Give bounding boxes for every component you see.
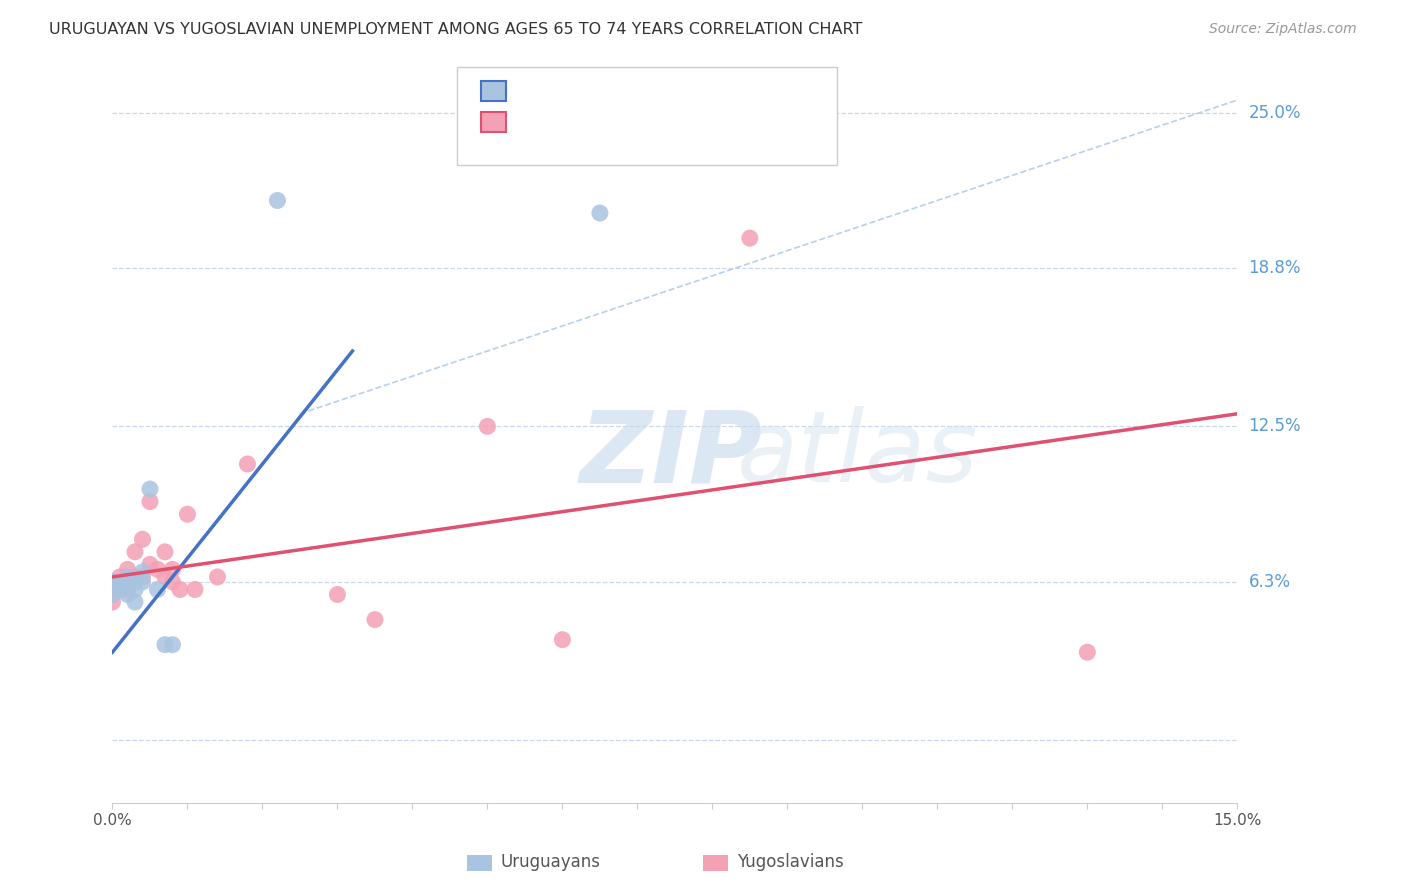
Point: [153, 570, 176, 584]
Point: [236, 457, 259, 471]
Point: [124, 574, 146, 589]
Point: [117, 587, 139, 601]
Text: 17: 17: [644, 82, 666, 100]
Point: [131, 574, 153, 589]
Text: Yugoslavians: Yugoslavians: [737, 853, 844, 871]
Text: URUGUAYAN VS YUGOSLAVIAN UNEMPLOYMENT AMONG AGES 65 TO 74 YEARS CORRELATION CHAR: URUGUAYAN VS YUGOSLAVIAN UNEMPLOYMENT AM…: [49, 22, 863, 37]
Point: [117, 562, 139, 576]
FancyBboxPatch shape: [467, 855, 492, 871]
Point: [101, 582, 124, 597]
Point: [117, 570, 139, 584]
Point: [477, 419, 499, 434]
Point: [101, 574, 124, 589]
Text: 29: 29: [644, 113, 668, 131]
Point: [101, 574, 124, 589]
Point: [162, 574, 184, 589]
Point: [153, 638, 176, 652]
Text: 0.561: 0.561: [548, 82, 600, 100]
Point: [124, 595, 146, 609]
Point: [131, 570, 153, 584]
Point: [364, 613, 387, 627]
Point: [139, 482, 162, 496]
Text: N =: N =: [612, 82, 648, 100]
Point: [139, 494, 162, 508]
Point: [153, 545, 176, 559]
Point: [162, 638, 184, 652]
Point: [139, 558, 162, 572]
Point: [1076, 645, 1098, 659]
Point: [108, 570, 131, 584]
Text: 0.392: 0.392: [548, 113, 602, 131]
Point: [738, 231, 761, 245]
Point: [162, 562, 184, 576]
Point: [589, 206, 612, 220]
Point: [131, 533, 153, 547]
Point: [146, 562, 169, 576]
Point: [108, 582, 131, 597]
Point: [108, 577, 131, 591]
Point: [124, 570, 146, 584]
Point: [124, 582, 146, 597]
Point: [169, 582, 191, 597]
Text: Uruguayans: Uruguayans: [501, 853, 600, 871]
Point: [146, 582, 169, 597]
Point: [184, 582, 207, 597]
Text: atlas: atlas: [737, 407, 979, 503]
Point: [101, 595, 124, 609]
Point: [117, 582, 139, 597]
Text: 18.8%: 18.8%: [1249, 260, 1301, 277]
Point: [266, 194, 288, 208]
Point: [101, 587, 124, 601]
Point: [108, 582, 131, 597]
Point: [326, 587, 349, 601]
Text: ZIP: ZIP: [579, 407, 762, 503]
Point: [551, 632, 574, 647]
Text: R =: R =: [517, 113, 554, 131]
Text: 25.0%: 25.0%: [1249, 103, 1301, 121]
Point: [131, 565, 153, 579]
Text: N =: N =: [612, 113, 648, 131]
Text: 6.3%: 6.3%: [1249, 573, 1291, 591]
Point: [176, 507, 198, 521]
Point: [124, 545, 146, 559]
Text: R =: R =: [517, 82, 554, 100]
Point: [207, 570, 229, 584]
Text: 12.5%: 12.5%: [1249, 417, 1301, 435]
Text: Source: ZipAtlas.com: Source: ZipAtlas.com: [1209, 22, 1357, 37]
FancyBboxPatch shape: [703, 855, 728, 871]
